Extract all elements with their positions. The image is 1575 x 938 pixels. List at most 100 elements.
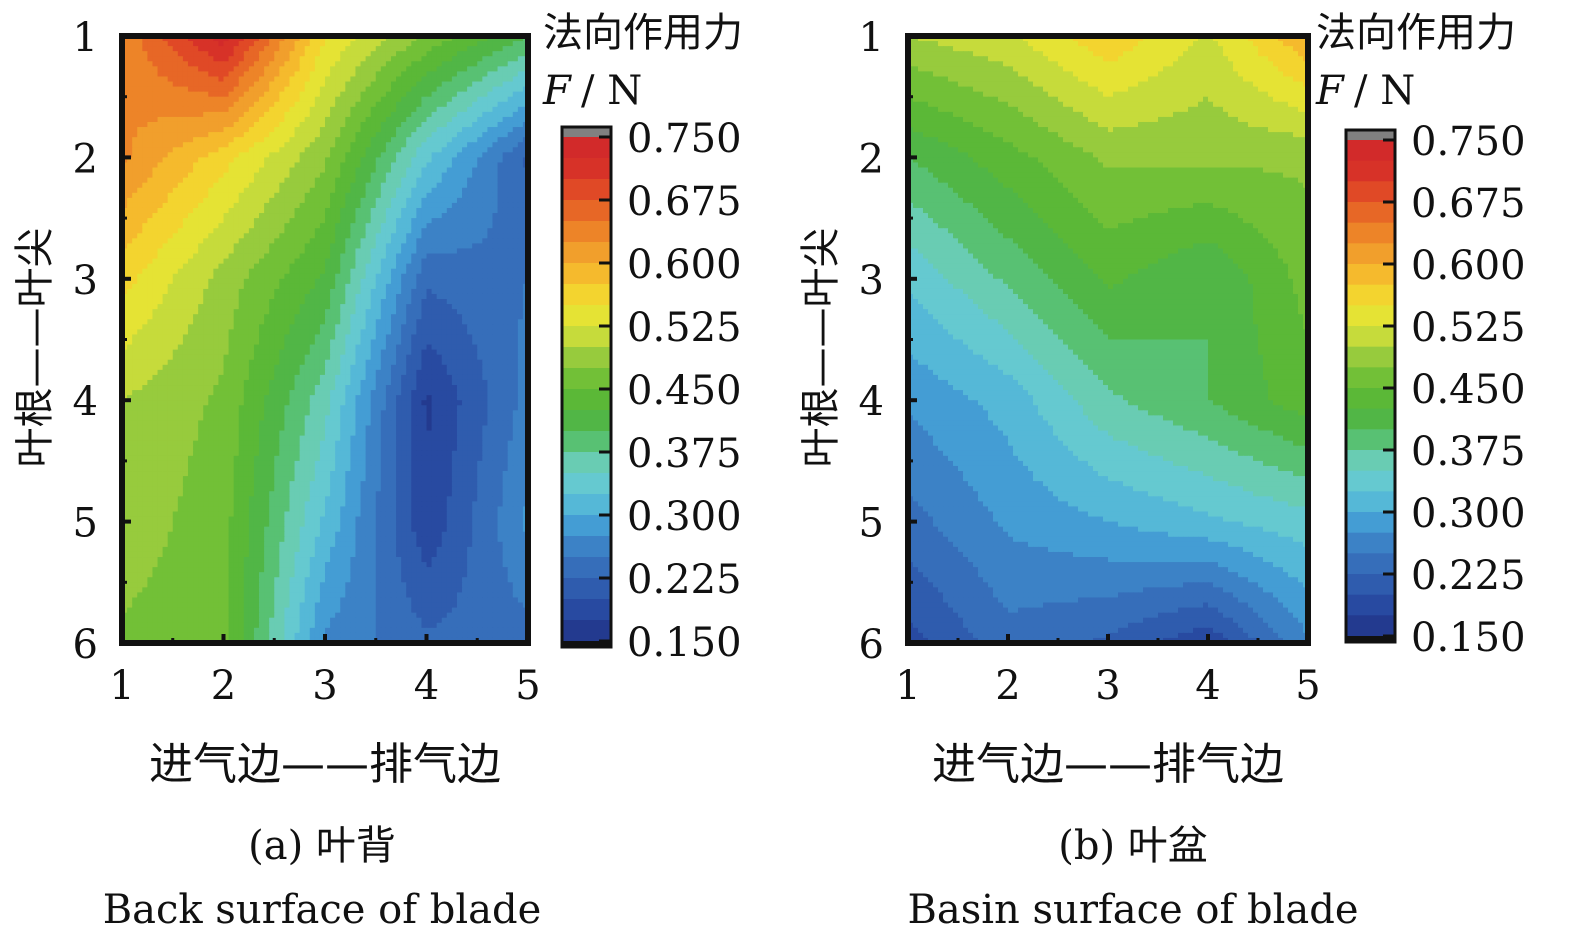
heatmap-cell bbox=[477, 157, 483, 164]
heatmap-cell bbox=[421, 71, 428, 78]
heatmap-cell bbox=[325, 309, 331, 315]
heatmap-cell bbox=[390, 152, 397, 158]
heatmap-cell bbox=[502, 61, 509, 67]
heatmap-cell bbox=[289, 91, 296, 98]
heatmap-cell bbox=[482, 273, 488, 280]
heatmap-cell bbox=[274, 167, 280, 174]
heatmap-cell bbox=[243, 46, 250, 52]
heatmap-cell bbox=[360, 61, 367, 67]
heatmap-cell bbox=[162, 91, 169, 98]
heatmap-cell bbox=[380, 207, 387, 214]
heatmap-cell bbox=[502, 319, 509, 325]
heatmap-cell bbox=[477, 233, 483, 239]
heatmap-cell bbox=[203, 137, 209, 143]
heatmap-cell bbox=[187, 162, 194, 169]
heatmap-cell bbox=[401, 167, 407, 174]
heatmap-cell bbox=[456, 162, 463, 169]
heatmap-cell bbox=[319, 61, 326, 67]
heatmap-cell bbox=[243, 223, 250, 229]
heatmap-cell bbox=[319, 101, 326, 108]
heatmap-cell bbox=[497, 127, 504, 133]
heatmap-cell bbox=[289, 86, 296, 93]
heatmap-cell bbox=[370, 46, 377, 52]
heatmap-cell bbox=[228, 213, 235, 219]
heatmap-cell bbox=[157, 142, 164, 148]
heatmap-cell bbox=[436, 121, 443, 128]
heatmap-cell bbox=[182, 207, 189, 214]
heatmap-cell bbox=[289, 167, 296, 174]
heatmap-cell bbox=[325, 172, 331, 179]
heatmap-cell bbox=[304, 258, 311, 265]
heatmap-cell bbox=[238, 233, 245, 239]
heatmap-cell bbox=[304, 66, 311, 73]
heatmap-cell bbox=[401, 253, 407, 260]
heatmap-cell bbox=[350, 91, 357, 98]
heatmap-cell bbox=[223, 106, 230, 113]
heatmap-cell bbox=[416, 182, 423, 189]
heatmap-cell bbox=[294, 177, 301, 184]
heatmap-cell bbox=[259, 233, 265, 239]
heatmap-cell bbox=[375, 202, 382, 209]
heatmap-cell bbox=[421, 187, 428, 194]
heatmap-cell bbox=[325, 192, 331, 199]
heatmap-cell bbox=[375, 334, 382, 341]
heatmap-cell bbox=[401, 268, 407, 275]
heatmap-cell bbox=[446, 192, 453, 199]
heatmap-cell bbox=[187, 278, 194, 285]
heatmap-cell bbox=[497, 238, 504, 244]
heatmap-cell bbox=[167, 157, 174, 164]
heatmap-cell bbox=[482, 218, 488, 224]
heatmap-cell bbox=[335, 207, 341, 214]
heatmap-cell bbox=[193, 263, 199, 270]
heatmap-cell bbox=[497, 51, 504, 57]
heatmap-cell bbox=[193, 101, 199, 108]
heatmap-cell bbox=[507, 293, 514, 300]
heatmap-cell bbox=[365, 187, 372, 194]
heatmap-cell bbox=[482, 344, 488, 351]
heatmap-cell bbox=[279, 121, 285, 128]
heatmap-cell bbox=[208, 314, 214, 320]
heatmap-cell bbox=[167, 162, 174, 169]
heatmap-cell bbox=[284, 202, 291, 209]
heatmap-cell bbox=[208, 293, 214, 300]
heatmap-cell bbox=[294, 147, 301, 153]
heatmap-cell bbox=[345, 81, 351, 88]
heatmap-cell bbox=[421, 207, 428, 214]
heatmap-cell bbox=[375, 157, 382, 164]
heatmap-cell bbox=[208, 223, 214, 229]
heatmap-cell bbox=[279, 41, 285, 47]
heatmap-cell bbox=[345, 51, 351, 57]
heatmap-cell bbox=[446, 66, 453, 73]
heatmap-cell bbox=[259, 96, 265, 103]
heatmap-cell bbox=[365, 248, 372, 255]
heatmap-cell bbox=[335, 91, 341, 98]
heatmap-cell bbox=[431, 324, 438, 330]
heatmap-cell bbox=[248, 192, 255, 199]
heatmap-cell bbox=[390, 106, 397, 113]
heatmap-cell bbox=[512, 197, 519, 204]
heatmap-cell bbox=[264, 268, 270, 275]
heatmap-cell bbox=[304, 223, 311, 229]
heatmap-cell bbox=[299, 182, 306, 189]
heatmap-cell bbox=[319, 319, 326, 325]
heatmap-cell bbox=[340, 223, 346, 229]
heatmap-cell bbox=[142, 147, 148, 153]
heatmap-cell bbox=[223, 66, 230, 73]
heatmap-cell bbox=[456, 121, 463, 128]
heatmap-cell bbox=[350, 238, 357, 244]
heatmap-cell bbox=[228, 218, 235, 224]
heatmap-cell bbox=[162, 319, 169, 325]
heatmap-cell bbox=[340, 314, 346, 320]
heatmap-cell bbox=[421, 197, 428, 204]
heatmap-cell bbox=[233, 207, 240, 214]
heatmap-cell bbox=[274, 121, 280, 128]
heatmap-cell bbox=[152, 213, 159, 219]
heatmap-cell bbox=[187, 182, 194, 189]
heatmap-cell bbox=[512, 299, 519, 305]
heatmap-cell bbox=[492, 106, 499, 113]
heatmap-cell bbox=[365, 207, 372, 214]
heatmap-cell bbox=[375, 76, 382, 83]
heatmap-cell bbox=[162, 213, 169, 219]
heatmap-cell bbox=[431, 283, 438, 290]
heatmap-cell bbox=[248, 309, 255, 315]
